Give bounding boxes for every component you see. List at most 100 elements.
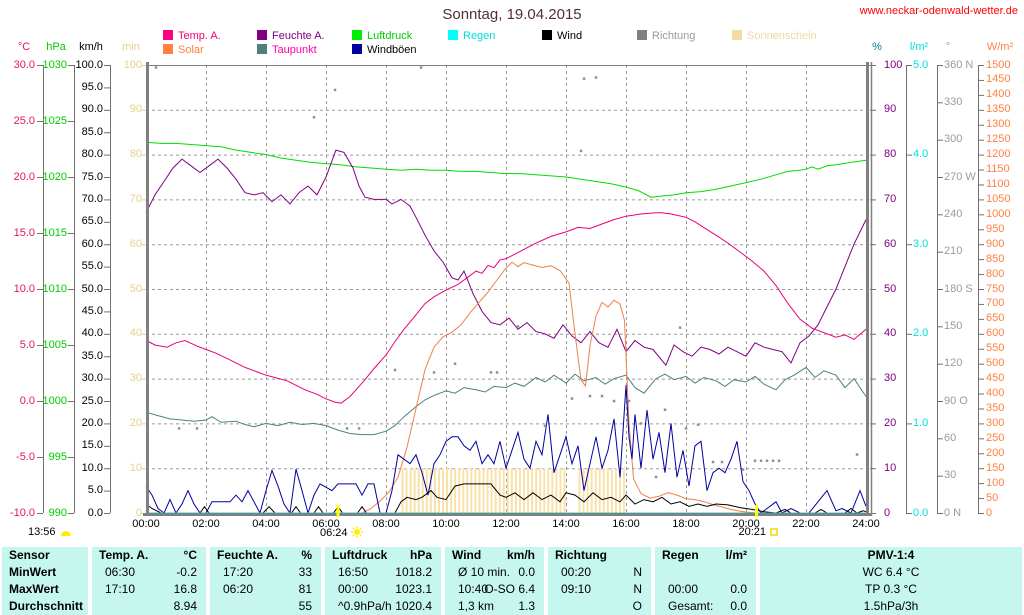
- table-column-sensor: Sensor MinWert MaxWert Durchschnitt: [2, 547, 88, 615]
- y-tick-label: 210: [944, 245, 963, 258]
- table-column-wind: Wind km/h Ø 10 min. 0.0 10:40 O-SO 6.4 1,3 km 1…: [445, 547, 544, 615]
- y-tick-label: 200: [986, 446, 1005, 459]
- y-tick-label: 1450: [986, 73, 1011, 86]
- y-tick-label: 1010: [42, 282, 67, 295]
- y-tick-label: 270 W: [944, 170, 976, 183]
- cell-time: 17:20: [223, 565, 254, 579]
- y-tick-label: 240: [944, 207, 963, 220]
- y-tick-label: 400: [986, 387, 1005, 400]
- legend-label: Richtung: [652, 30, 696, 42]
- legend-item-luftdruck: Luftdruck: [352, 30, 412, 42]
- legend-label: Luftdruck: [367, 30, 413, 42]
- y-tick-label: 60.0: [81, 237, 103, 250]
- legend-item-sonnenschein: Sonnenschein: [732, 30, 817, 42]
- cell-time: 06:30: [105, 565, 136, 579]
- pmv-value: TP 0.3 °C: [865, 582, 917, 596]
- y-tick-label: 100: [123, 58, 142, 71]
- y-tick-label: 0: [884, 506, 891, 519]
- site-url-link[interactable]: www.neckar-odenwald-wetter.de: [859, 5, 1018, 17]
- table-column-richtung: Richtung 00:20 N 09:10 N O: [548, 547, 651, 615]
- legend-label: Regen: [463, 30, 496, 42]
- solar-swatch-icon: [163, 44, 173, 54]
- y-tick-label: 100: [986, 476, 1005, 489]
- legend-label: Wind: [557, 30, 583, 42]
- sonnenschein-swatch-icon: [732, 30, 742, 40]
- x-tick-label: 04:00: [252, 518, 280, 530]
- cell-time: 00:00: [338, 582, 369, 596]
- y-tick-label: -5.0: [16, 450, 35, 463]
- cell-time: ^0.9hPa/h: [338, 599, 392, 613]
- legend-label: Taupunkt: [272, 44, 317, 56]
- cell-time: 17:10: [105, 582, 136, 596]
- cell-time: Ø 10 min.: [458, 565, 511, 579]
- y-tick-label: 1.0: [913, 416, 929, 429]
- statistics-table: Sensor MinWert MaxWert Durchschnitt Temp. A.…: [0, 547, 1024, 615]
- y-tick-label: 1300: [986, 118, 1011, 131]
- legend-label: Solar: [178, 44, 204, 56]
- sunset-square-icon: [770, 528, 778, 536]
- daylight-duration-label: 13:56: [28, 526, 72, 538]
- table-column-luftdruck: Luftdruck hPa 16:50 1018.2 00:00 1023.1 ^0.9hP…: [325, 547, 441, 615]
- richtung-swatch-icon: [637, 30, 647, 40]
- legend-item-windboeen: Windböen: [352, 44, 417, 56]
- y-tick-label: 120: [944, 357, 963, 370]
- cell-value: 0.0: [730, 599, 747, 613]
- y-tick-label: 30: [884, 372, 897, 385]
- y-tick-label: 1030: [42, 58, 67, 71]
- y-tick-label: 550: [986, 342, 1005, 355]
- sunset-time-value: 20:21: [738, 526, 767, 538]
- y-tick-label: 850: [986, 252, 1005, 265]
- y-tick-label: 0 N: [944, 506, 962, 519]
- x-tick-label: 02:00: [192, 518, 220, 530]
- y-tick-label: 20.0: [81, 416, 103, 429]
- y-tick-label: 40.0: [81, 327, 103, 340]
- y-tick-label: 15.0: [81, 439, 103, 452]
- y-tick-label: 1025: [42, 114, 67, 127]
- cell-time: 00:20: [561, 565, 592, 579]
- y-tick-label: 70: [884, 192, 897, 205]
- y-tick-label: 90 O: [944, 394, 968, 407]
- y-tick-label: 1015: [42, 226, 67, 239]
- legend-label: Sonnenschein: [747, 30, 817, 42]
- y-tick-label: 4.0: [913, 148, 929, 161]
- y-tick-label: 40: [884, 327, 897, 340]
- sunrise-label: 06:24: [320, 526, 363, 539]
- y-tick-label: 50: [986, 491, 999, 504]
- y-tick-label: 30.0: [13, 58, 35, 71]
- column-unit: l/m²: [725, 548, 747, 562]
- y-tick-label: 1200: [986, 148, 1011, 161]
- temp-a-swatch-icon: [163, 30, 173, 40]
- y-tick-label: 900: [986, 237, 1005, 250]
- y-tick-label: 85.0: [81, 125, 103, 138]
- y-tick-label: 1100: [986, 177, 1010, 190]
- column-name: Richtung: [555, 548, 607, 562]
- y-tick-label: 5.0: [87, 484, 103, 497]
- y-tick-label: 0: [135, 506, 142, 519]
- cell-time: Gesamt:: [668, 599, 714, 613]
- y-tick-label: 95.0: [81, 80, 103, 93]
- y-tick-label: 750: [986, 282, 1005, 295]
- y-tick-label: 80: [129, 148, 142, 161]
- y-tick-label: 50.0: [81, 282, 103, 295]
- y-tick-label: -10.0: [9, 506, 35, 519]
- y-tick-label: 0.0: [913, 506, 929, 519]
- legend-item-richtung: Richtung: [637, 30, 695, 42]
- axis-unit-kmh: km/h: [79, 41, 103, 53]
- series-feuchte-a-: [145, 149, 867, 367]
- y-tick-label: 25.0: [13, 114, 35, 127]
- cell-value: 33: [298, 565, 312, 579]
- cell-value: O-SO 6.4: [484, 582, 535, 596]
- wind-swatch-icon: [542, 30, 552, 40]
- y-tick-label: 1000: [42, 394, 67, 407]
- axis-unit-Wm: W/m²: [986, 41, 1014, 53]
- series-luftdruck: [145, 141, 867, 198]
- axis-unit-min: min: [122, 41, 140, 53]
- page-title: Sonntag, 19.04.2015: [442, 6, 582, 23]
- sunrise-time-value: 06:24: [320, 527, 348, 539]
- cell-value: 0.0: [730, 582, 747, 596]
- y-tick-label: 0: [986, 506, 993, 519]
- daylight-sun-icon: [60, 531, 71, 536]
- cell-value: 8.94: [173, 599, 197, 613]
- y-tick-label: 650: [986, 312, 1005, 325]
